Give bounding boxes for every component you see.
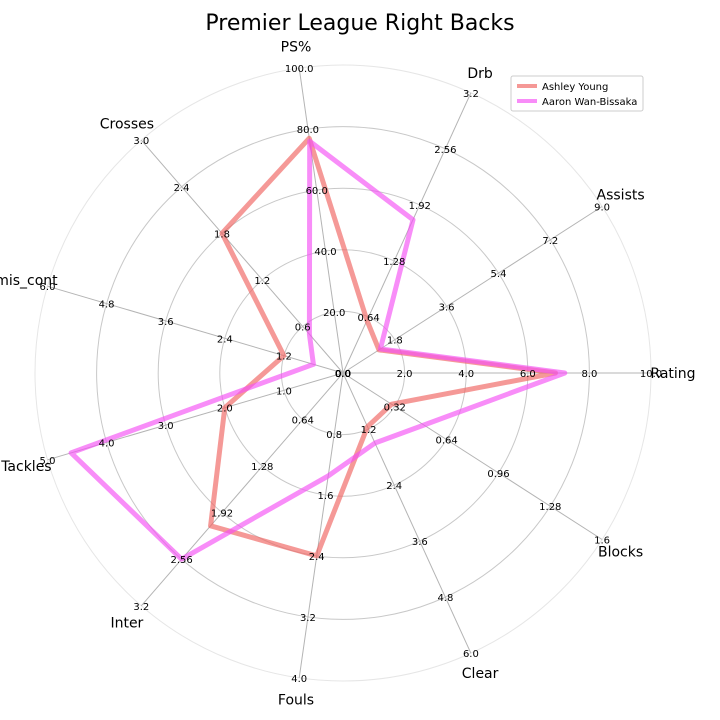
tick-label: 0.0 [335, 369, 351, 380]
tick-label: 0.96 [487, 469, 509, 480]
tick-label: 3.2 [300, 613, 316, 624]
tick-label: 7.2 [542, 236, 558, 247]
axis-spoke [342, 92, 472, 374]
tick-label: 5.4 [491, 269, 507, 280]
tick-label: 0.0 [335, 369, 351, 380]
axis-spoke [342, 372, 603, 540]
tick-label: 1.28 [383, 257, 405, 268]
tick-label: 1.6 [594, 536, 610, 547]
axis-labels: Rating Assists Drb PS% Crosses mis_cont Tackle… [0, 39, 696, 708]
series-line-aaron-wan-bissaka [68, 138, 568, 562]
tick-label: 2.4 [217, 334, 233, 345]
axis-label-drb: Drb [467, 66, 493, 82]
tick-label: 60.0 [306, 186, 328, 197]
tick-label: 1.8 [214, 229, 230, 240]
tick-label: 0.64 [435, 436, 457, 447]
tick-label: 1.0 [276, 386, 292, 397]
tick-label: 2.0 [217, 404, 233, 415]
axis-spoke [342, 206, 603, 374]
legend: Ashley Young Aaron Wan-Bissaka [510, 75, 644, 112]
tick-label: 0.0 [335, 369, 351, 380]
chart-title: Premier League Right Backs [205, 11, 514, 36]
series-line-ashley-young [208, 135, 558, 559]
tick-label: 0.0 [335, 369, 351, 380]
axis-label-assists: Assists [597, 188, 645, 204]
tick-label: 6.0 [463, 649, 479, 660]
axis-label-mis-cont: mis_cont [0, 273, 58, 289]
legend-label-ashley-young: Ashley Young [542, 82, 608, 93]
tick-label: 1.92 [211, 509, 233, 520]
tick-label: 0.0 [335, 369, 351, 380]
tick-label: 0.6 [295, 322, 311, 333]
tick-label: 1.2 [361, 425, 377, 436]
axis-label-fouls: Fouls [278, 693, 314, 709]
tick-label: 3.2 [133, 602, 149, 613]
tick-label: 9.0 [594, 203, 610, 214]
tick-label: 0.0 [335, 369, 351, 380]
tick-label: 8.0 [581, 369, 597, 380]
tick-label: 2.56 [434, 145, 456, 156]
axis-label-inter: Inter [110, 615, 143, 631]
tick-label: 0.64 [292, 416, 314, 427]
tick-label: 1.2 [276, 352, 292, 363]
tick-label: 3.6 [439, 302, 455, 313]
axis-spoke [140, 139, 344, 374]
legend-frame [510, 75, 644, 112]
tick-label: 0.0 [335, 369, 351, 380]
axis-label-rating: Rating [650, 366, 695, 382]
tick-label: 2.56 [170, 555, 192, 566]
tick-label: 4.8 [437, 593, 453, 604]
tick-label: 1.28 [539, 502, 561, 513]
tick-label: 3.2 [463, 89, 479, 100]
legend-label-aaron-wan-bissaka: Aaron Wan-Bissaka [542, 97, 637, 108]
tick-label: 3.6 [158, 317, 174, 328]
axis-label-blocks: Blocks [598, 544, 643, 560]
axis-spoke [342, 372, 472, 654]
tick-label: 0.64 [357, 313, 379, 324]
tick-label: 80.0 [297, 125, 319, 136]
axis-label-tackles: Tackles [0, 459, 51, 475]
tick-label: 0.0 [335, 369, 351, 380]
tick-label: 1.8 [387, 336, 403, 347]
series-layer [68, 135, 568, 562]
tick-label: 4.0 [99, 438, 115, 449]
axis-label-crosses: Crosses [100, 117, 154, 133]
tick-label: 4.0 [458, 369, 474, 380]
tick-label: 2.0 [397, 369, 413, 380]
tick-label: 2.4 [174, 183, 190, 194]
tick-label: 0.32 [384, 402, 406, 413]
tick-label: 1.2 [254, 276, 270, 287]
tick-label: 0.0 [335, 369, 351, 380]
tick-label: 1.92 [409, 201, 431, 212]
tick-label: 5.0 [40, 456, 56, 467]
tick-label: 0.0 [335, 369, 351, 380]
tick-label: 6.0 [520, 369, 536, 380]
tick-label: 3.0 [133, 136, 149, 147]
tick-label: 1.6 [318, 491, 334, 502]
tick-label: 10.0 [640, 369, 662, 380]
tick-label: 3.6 [412, 537, 428, 548]
tick-label: 3.0 [158, 421, 174, 432]
tick-label: 100.0 [285, 64, 314, 75]
axis-label-ps: PS% [281, 39, 312, 55]
tick-label: 0.0 [335, 369, 351, 380]
tick-label: 1.28 [251, 462, 273, 473]
tick-label: 4.0 [291, 674, 307, 685]
tick-labels: 0.0 2.0 4.0 6.0 8.0 10.00.01.83.65.47.29.00.0… [40, 64, 663, 685]
tick-label: 2.4 [309, 552, 325, 563]
axis-spoke [140, 372, 344, 607]
tick-label: 2.4 [386, 481, 402, 492]
tick-label: 40.0 [314, 247, 336, 258]
tick-label: 20.0 [323, 308, 345, 319]
tick-label: 6.0 [40, 282, 56, 293]
axis-spoke [47, 285, 344, 374]
axis-label-clear: Clear [462, 666, 499, 682]
tick-label: 0.8 [326, 430, 342, 441]
tick-label: 4.8 [99, 300, 115, 311]
axis-spoke [298, 68, 344, 374]
axis-spoke [298, 372, 344, 678]
